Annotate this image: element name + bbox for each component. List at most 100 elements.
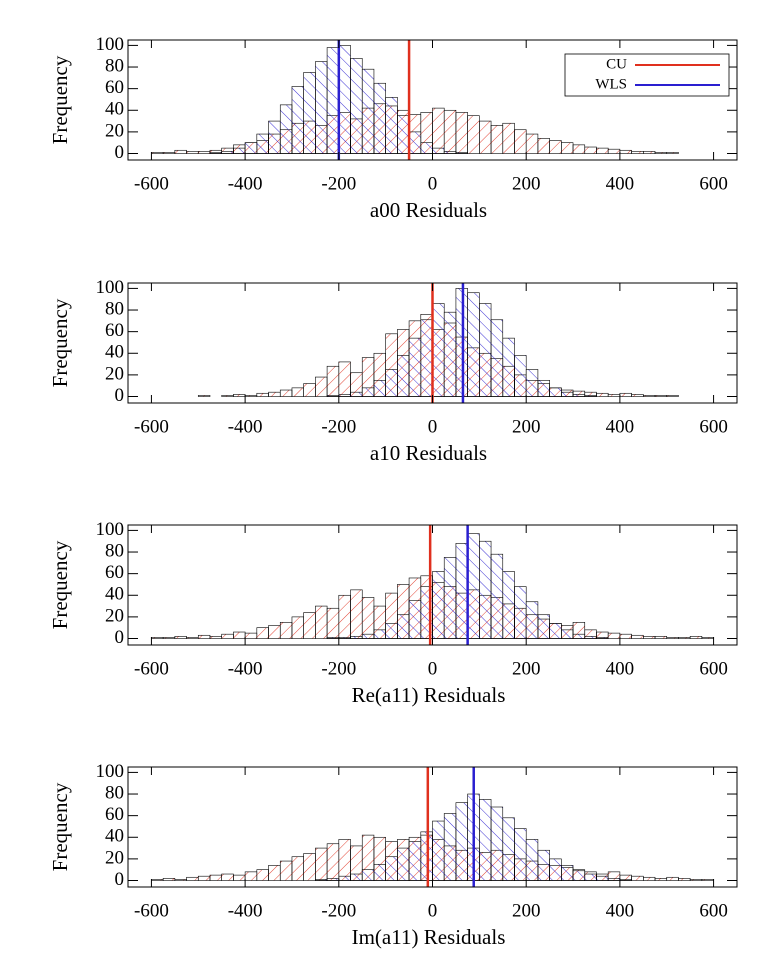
y-tick-label: 40 [105, 99, 124, 120]
histogram-bar [549, 140, 562, 154]
x-tick-label: 0 [428, 173, 438, 194]
histogram-bar [654, 152, 668, 154]
histogram-bar [373, 629, 386, 639]
histogram-bar [244, 395, 258, 397]
histogram-bar [151, 152, 164, 154]
histogram-bar [631, 151, 644, 154]
histogram-bar [233, 394, 246, 397]
x-tick-label: 200 [512, 658, 541, 679]
histogram-bar [197, 395, 211, 397]
x-tick-label: -600 [134, 658, 169, 679]
y-tick-label: 60 [105, 77, 124, 98]
histogram-bar [689, 879, 703, 881]
histogram-bar [338, 875, 351, 881]
histogram-bar [408, 337, 422, 397]
histogram-bar [607, 632, 621, 639]
y-axis-label: Frequency [48, 55, 72, 144]
y-axis-label: Frequency [48, 540, 72, 629]
histogram-bar [561, 391, 574, 397]
x-axis-label: Re(a11) Residuals [352, 683, 506, 707]
histogram-bar [268, 625, 281, 639]
histogram-bar [666, 395, 679, 397]
histogram-bar [643, 151, 656, 154]
histogram-bar [338, 361, 351, 397]
histogram-bar [186, 151, 199, 154]
histogram-bar [151, 879, 164, 881]
histogram-bar [432, 303, 445, 397]
histogram-bar [572, 870, 586, 881]
histogram-bar [268, 865, 281, 881]
histogram-bar [256, 133, 269, 154]
y-tick-label: 0 [115, 627, 125, 648]
histogram-bar [162, 637, 176, 639]
histogram-bar [443, 109, 457, 154]
histogram-bar [467, 533, 480, 639]
histogram-bar [197, 875, 211, 881]
histogram-bar [373, 82, 386, 154]
y-tick-label: 80 [105, 782, 124, 803]
x-tick-label: 200 [512, 173, 541, 194]
histogram-bar [455, 112, 468, 154]
histogram-bar [443, 151, 457, 154]
y-tick-label: 80 [105, 540, 124, 561]
histogram-bar [432, 107, 445, 154]
histogram-bar [338, 594, 351, 639]
histogram-bar [537, 849, 550, 881]
histogram-bar [584, 395, 597, 397]
x-tick-label: -200 [321, 416, 356, 437]
histogram-bar [361, 869, 375, 881]
y-axis-label: Frequency [48, 782, 72, 871]
histogram-bar [420, 319, 433, 397]
x-tick-label: -200 [321, 173, 356, 194]
legend: CU WLS [564, 53, 730, 97]
y-tick-label: 40 [105, 584, 124, 605]
x-tick-label: 0 [428, 416, 438, 437]
x-axis-label: Im(a11) Residuals [352, 925, 506, 949]
histogram-bar [525, 369, 539, 397]
x-tick-label: -400 [228, 173, 263, 194]
histogram-bar [525, 133, 539, 154]
histogram-bar [596, 875, 609, 881]
histogram-bar [479, 120, 492, 154]
histogram-bar [502, 817, 515, 881]
histogram-bar [186, 637, 199, 639]
histogram-bar [678, 637, 691, 639]
x-tick-label: 400 [606, 173, 635, 194]
histogram-bar [174, 636, 187, 639]
histogram-bar [279, 860, 293, 881]
histogram-bar [701, 879, 714, 881]
histogram-bar [643, 395, 656, 397]
histogram-bar [244, 871, 258, 881]
histogram-bar [326, 843, 340, 881]
histogram-bar [221, 873, 234, 881]
histogram-bar [373, 863, 386, 881]
histogram-bar [361, 68, 375, 154]
x-axis-label: a10 Residuals [370, 441, 487, 465]
histogram-bar [607, 878, 621, 881]
histogram-bar [479, 540, 492, 639]
histogram-bar [279, 104, 293, 154]
y-tick-label: 20 [105, 847, 124, 868]
histogram-bar [291, 387, 304, 397]
x-tick-label: 600 [699, 173, 728, 194]
histogram-bar [502, 337, 515, 397]
histogram-bar [502, 122, 515, 154]
histogram-bar [467, 115, 480, 154]
histogram-bar [315, 605, 328, 639]
histogram-bar [326, 637, 340, 639]
histogram-bar [338, 394, 351, 397]
histogram-bar [549, 623, 562, 639]
x-tick-label: -400 [228, 900, 263, 921]
histogram-bar [596, 147, 609, 154]
histogram-bar [326, 607, 340, 639]
x-tick-label: 400 [606, 416, 635, 437]
histogram-bar [654, 878, 668, 881]
histogram-bar [525, 601, 539, 639]
x-tick-label: 200 [512, 900, 541, 921]
histogram-bar [221, 151, 234, 154]
legend-label: CU [606, 56, 627, 72]
y-tick-label: 100 [96, 277, 125, 298]
y-tick-label: 40 [105, 342, 124, 363]
histogram-bar [549, 387, 562, 397]
histogram-bar [233, 147, 246, 154]
